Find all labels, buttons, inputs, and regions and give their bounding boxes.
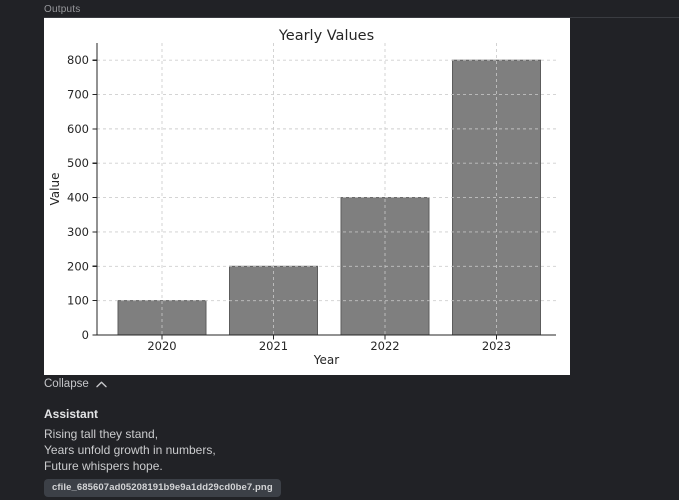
y-tick-label: 800 [67,53,89,67]
poem-line: Future whispers hope. [44,459,163,473]
y-tick-label: 200 [67,259,89,273]
y-tick-label: 500 [67,156,89,170]
poem-line: Rising tall they stand, [44,427,159,441]
x-tick-label: 2020 [147,339,176,353]
collapse-label: Collapse [44,378,89,390]
file-name-badge: cfile_685607ad05208191b9e9a1dd29cd0be7.p… [44,479,281,497]
collapse-toggle[interactable]: Collapse [44,378,107,390]
outputs-divider [44,17,679,18]
y-tick-label: 0 [82,328,89,342]
bar-2020 [117,300,207,336]
bar-chart-svg: 0 100 200 300 400 500 600 700 800 2020 2021 2022 202… [48,28,556,367]
assistant-message: Rising tall they stand, Years unfold gro… [44,426,216,474]
y-tick-label: 700 [67,88,89,102]
y-tick-label: 600 [67,122,89,136]
chevron-up-icon [96,381,107,388]
assistant-role-heading: Assistant [44,407,99,421]
poem-line: Years unfold growth in numbers, [44,443,216,457]
y-axis-label: Value [48,173,62,206]
outputs-panel-label: Outputs [44,4,81,15]
chart-title: Yearly Values [278,28,374,44]
x-tick-label: 2021 [259,339,288,353]
y-tick-label: 300 [67,225,89,239]
x-axis-label: Year [313,353,339,367]
y-tick-label: 100 [67,294,89,308]
y-tick-label: 400 [67,191,89,205]
x-tick-label: 2023 [482,339,511,353]
chart-output-image: 0 100 200 300 400 500 600 700 800 2020 2021 2022 202… [44,18,570,375]
x-tick-label: 2022 [370,339,399,353]
